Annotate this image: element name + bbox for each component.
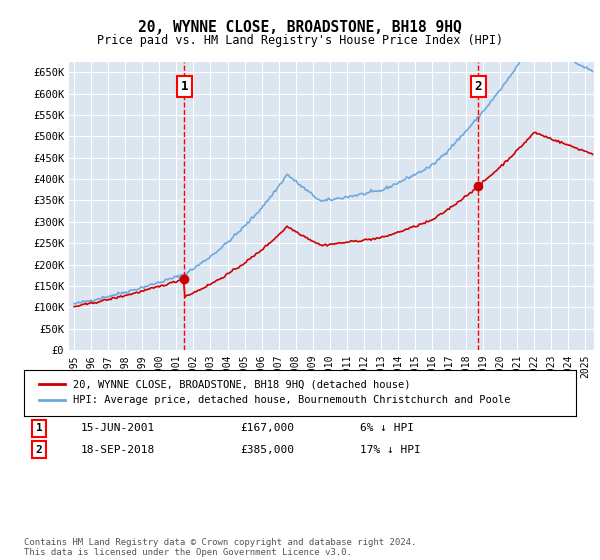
Text: £385,000: £385,000 [240,445,294,455]
Legend: 20, WYNNE CLOSE, BROADSTONE, BH18 9HQ (detached house), HPI: Average price, deta: 20, WYNNE CLOSE, BROADSTONE, BH18 9HQ (d… [35,376,515,409]
Text: 1: 1 [181,80,188,93]
Text: Price paid vs. HM Land Registry's House Price Index (HPI): Price paid vs. HM Land Registry's House … [97,34,503,46]
Text: £167,000: £167,000 [240,423,294,433]
Text: 20, WYNNE CLOSE, BROADSTONE, BH18 9HQ: 20, WYNNE CLOSE, BROADSTONE, BH18 9HQ [138,20,462,35]
Text: 1: 1 [35,423,43,433]
Text: 17% ↓ HPI: 17% ↓ HPI [360,445,421,455]
Text: Contains HM Land Registry data © Crown copyright and database right 2024.
This d: Contains HM Land Registry data © Crown c… [24,538,416,557]
Text: 2: 2 [475,80,482,93]
Text: 18-SEP-2018: 18-SEP-2018 [81,445,155,455]
Text: 6% ↓ HPI: 6% ↓ HPI [360,423,414,433]
Text: 2: 2 [35,445,43,455]
Text: 15-JUN-2001: 15-JUN-2001 [81,423,155,433]
